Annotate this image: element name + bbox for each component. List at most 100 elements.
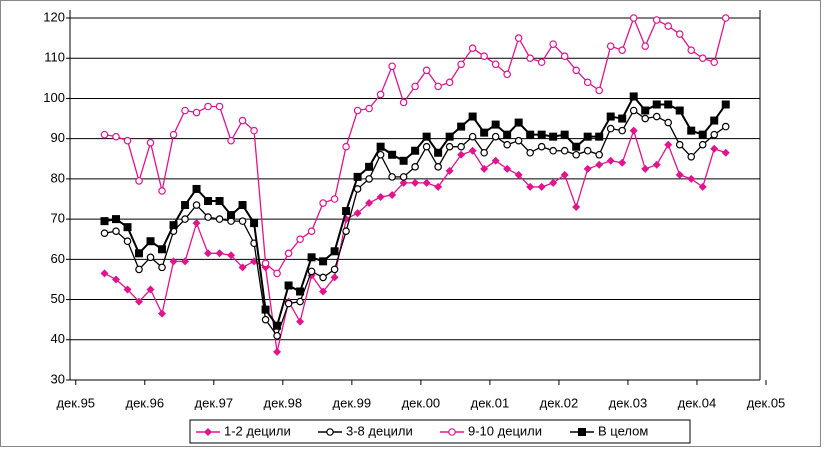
data-point [641, 106, 650, 115]
data-point [330, 195, 339, 203]
data-point [652, 112, 661, 121]
y-tick-label: 60 [51, 251, 65, 266]
data-point [376, 142, 385, 151]
data-point [664, 140, 673, 149]
data-point [503, 164, 512, 173]
data-point [204, 197, 213, 206]
data-point [307, 267, 316, 276]
data-point [411, 146, 420, 155]
data-point [100, 269, 109, 278]
data-point [560, 146, 569, 155]
y-tick-label: 120 [43, 9, 65, 24]
data-point [468, 44, 477, 52]
data-point [135, 249, 144, 258]
legend-marker [326, 428, 334, 436]
data-point [123, 136, 132, 145]
data-point [250, 219, 259, 228]
data-point [687, 46, 696, 54]
data-point [549, 40, 557, 48]
data-point [319, 257, 328, 266]
data-point [330, 247, 339, 256]
data-point [330, 265, 339, 274]
data-point [238, 217, 247, 225]
data-point [261, 305, 270, 314]
data-point [618, 158, 627, 167]
data-point [250, 126, 258, 135]
data-point [342, 207, 351, 216]
data-point [319, 287, 328, 296]
data-point [675, 170, 684, 179]
data-point [434, 82, 442, 91]
data-point [687, 174, 696, 183]
data-point [215, 102, 224, 111]
data-point [491, 120, 500, 129]
data-point [273, 321, 282, 330]
data-point [503, 70, 511, 79]
data-point [514, 34, 523, 42]
data-point [422, 142, 431, 151]
data-point [100, 217, 109, 226]
data-point [572, 66, 580, 75]
data-point [514, 170, 523, 179]
data-point [468, 112, 477, 121]
legend-label: 9-10 децили [468, 423, 542, 438]
data-point [135, 177, 143, 185]
data-point [342, 142, 350, 151]
data-point [698, 130, 707, 139]
data-point [227, 136, 235, 145]
data-point [721, 122, 730, 131]
data-point [503, 140, 511, 149]
data-point [284, 281, 293, 290]
data-point [215, 215, 224, 223]
data-point [388, 62, 396, 71]
data-point [169, 221, 178, 230]
data-point [146, 237, 155, 246]
data-point [560, 52, 569, 61]
data-point [537, 182, 546, 191]
data-point [376, 90, 385, 99]
data-point [146, 253, 155, 262]
y-tick-label: 110 [44, 50, 65, 65]
x-tick-label: дек.97 [195, 395, 234, 410]
data-point [514, 118, 523, 127]
data-point [204, 249, 213, 258]
data-point [192, 184, 201, 193]
data-point [434, 163, 442, 171]
data-point [434, 182, 443, 191]
data-point [572, 203, 581, 212]
data-point [365, 199, 374, 208]
x-tick-label: дек.01 [471, 395, 510, 410]
data-point [583, 146, 592, 155]
data-point [181, 106, 189, 115]
y-tick-label: 90 [51, 130, 65, 145]
data-point [388, 190, 397, 199]
data-point [215, 197, 224, 206]
data-point [641, 164, 650, 173]
data-point [491, 60, 500, 69]
data-point [652, 100, 661, 109]
data-point [296, 297, 304, 306]
data-point [445, 142, 454, 151]
data-point [629, 14, 638, 22]
data-point [468, 146, 477, 155]
data-point [675, 140, 684, 149]
data-point [422, 66, 431, 75]
data-point [307, 227, 316, 235]
data-point [169, 257, 178, 266]
data-point [296, 235, 304, 244]
data-point [123, 223, 132, 232]
data-point [353, 209, 362, 218]
y-tick-label: 30 [51, 371, 65, 386]
data-point [687, 152, 696, 161]
data-point [353, 106, 362, 115]
data-point [698, 54, 707, 63]
data-point [652, 16, 661, 24]
data-point [664, 118, 673, 127]
x-tick-label: дек.96 [125, 395, 164, 410]
data-point [112, 227, 120, 235]
legend-label: В целом [598, 423, 648, 438]
data-point [641, 114, 650, 123]
data-point [572, 142, 581, 151]
